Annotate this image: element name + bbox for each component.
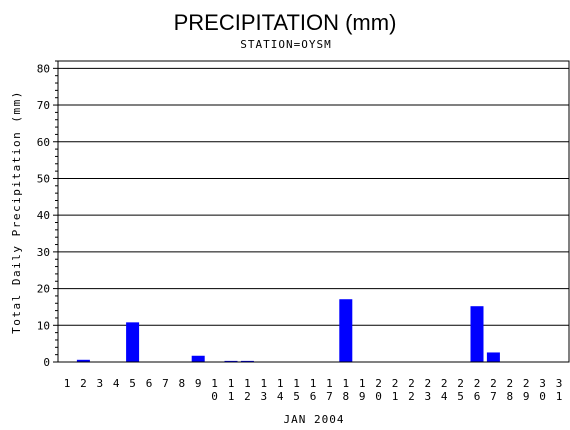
y-tick-label: 60 — [37, 136, 50, 149]
x-tick-label: 4 — [113, 377, 120, 390]
x-tick-label: 5 — [129, 377, 136, 390]
chart-subtitle: STATION=OYSM — [240, 38, 331, 51]
bar-day-2 — [76, 359, 90, 362]
y-tick-labels: 0 10 20 30 40 50 60 70 80 — [37, 62, 50, 369]
x-tick-label: 8 — [178, 377, 185, 390]
x-tick-label: 2 — [80, 377, 87, 390]
bar-day-9 — [191, 355, 205, 362]
bar-day-5 — [126, 322, 140, 362]
x-axis-label: JAN 2004 — [284, 413, 345, 426]
x-tick-label: 3 — [96, 377, 103, 390]
x-tick-label: 9 — [195, 377, 202, 390]
y-axis-label: Total Daily Precipitation (mm) — [10, 90, 23, 334]
bar-day-12 — [240, 360, 254, 362]
y-tick-label: 70 — [37, 99, 50, 112]
y-tick-label: 30 — [37, 246, 50, 259]
y-tick-label: 10 — [37, 319, 50, 332]
x-tick-label: 1 — [64, 377, 71, 390]
x-tick-label: 6 — [146, 377, 153, 390]
x-tick-label: 7 — [162, 377, 169, 390]
y-tick-label: 40 — [37, 209, 50, 222]
gridlines — [53, 60, 569, 363]
bar-day-18 — [339, 299, 353, 362]
y-tick-label: 20 — [37, 283, 50, 296]
y-tick-label: 50 — [37, 172, 50, 185]
x-tick-labels: 1 2 3 4 5 6 7 8 9 1 01 11 21 31 41 51 61 71 81 92 02 12 22 32 42… — [64, 377, 563, 403]
plot-area-frame — [57, 60, 570, 363]
bar-day-27 — [486, 352, 500, 362]
bars — [76, 299, 500, 362]
chart-title: PRECIPITATION (mm) — [174, 10, 397, 35]
y-tick-label: 80 — [37, 62, 50, 75]
bar-day-11 — [224, 360, 238, 362]
y-tick-label: 0 — [43, 356, 50, 369]
bar-day-26 — [470, 306, 484, 362]
